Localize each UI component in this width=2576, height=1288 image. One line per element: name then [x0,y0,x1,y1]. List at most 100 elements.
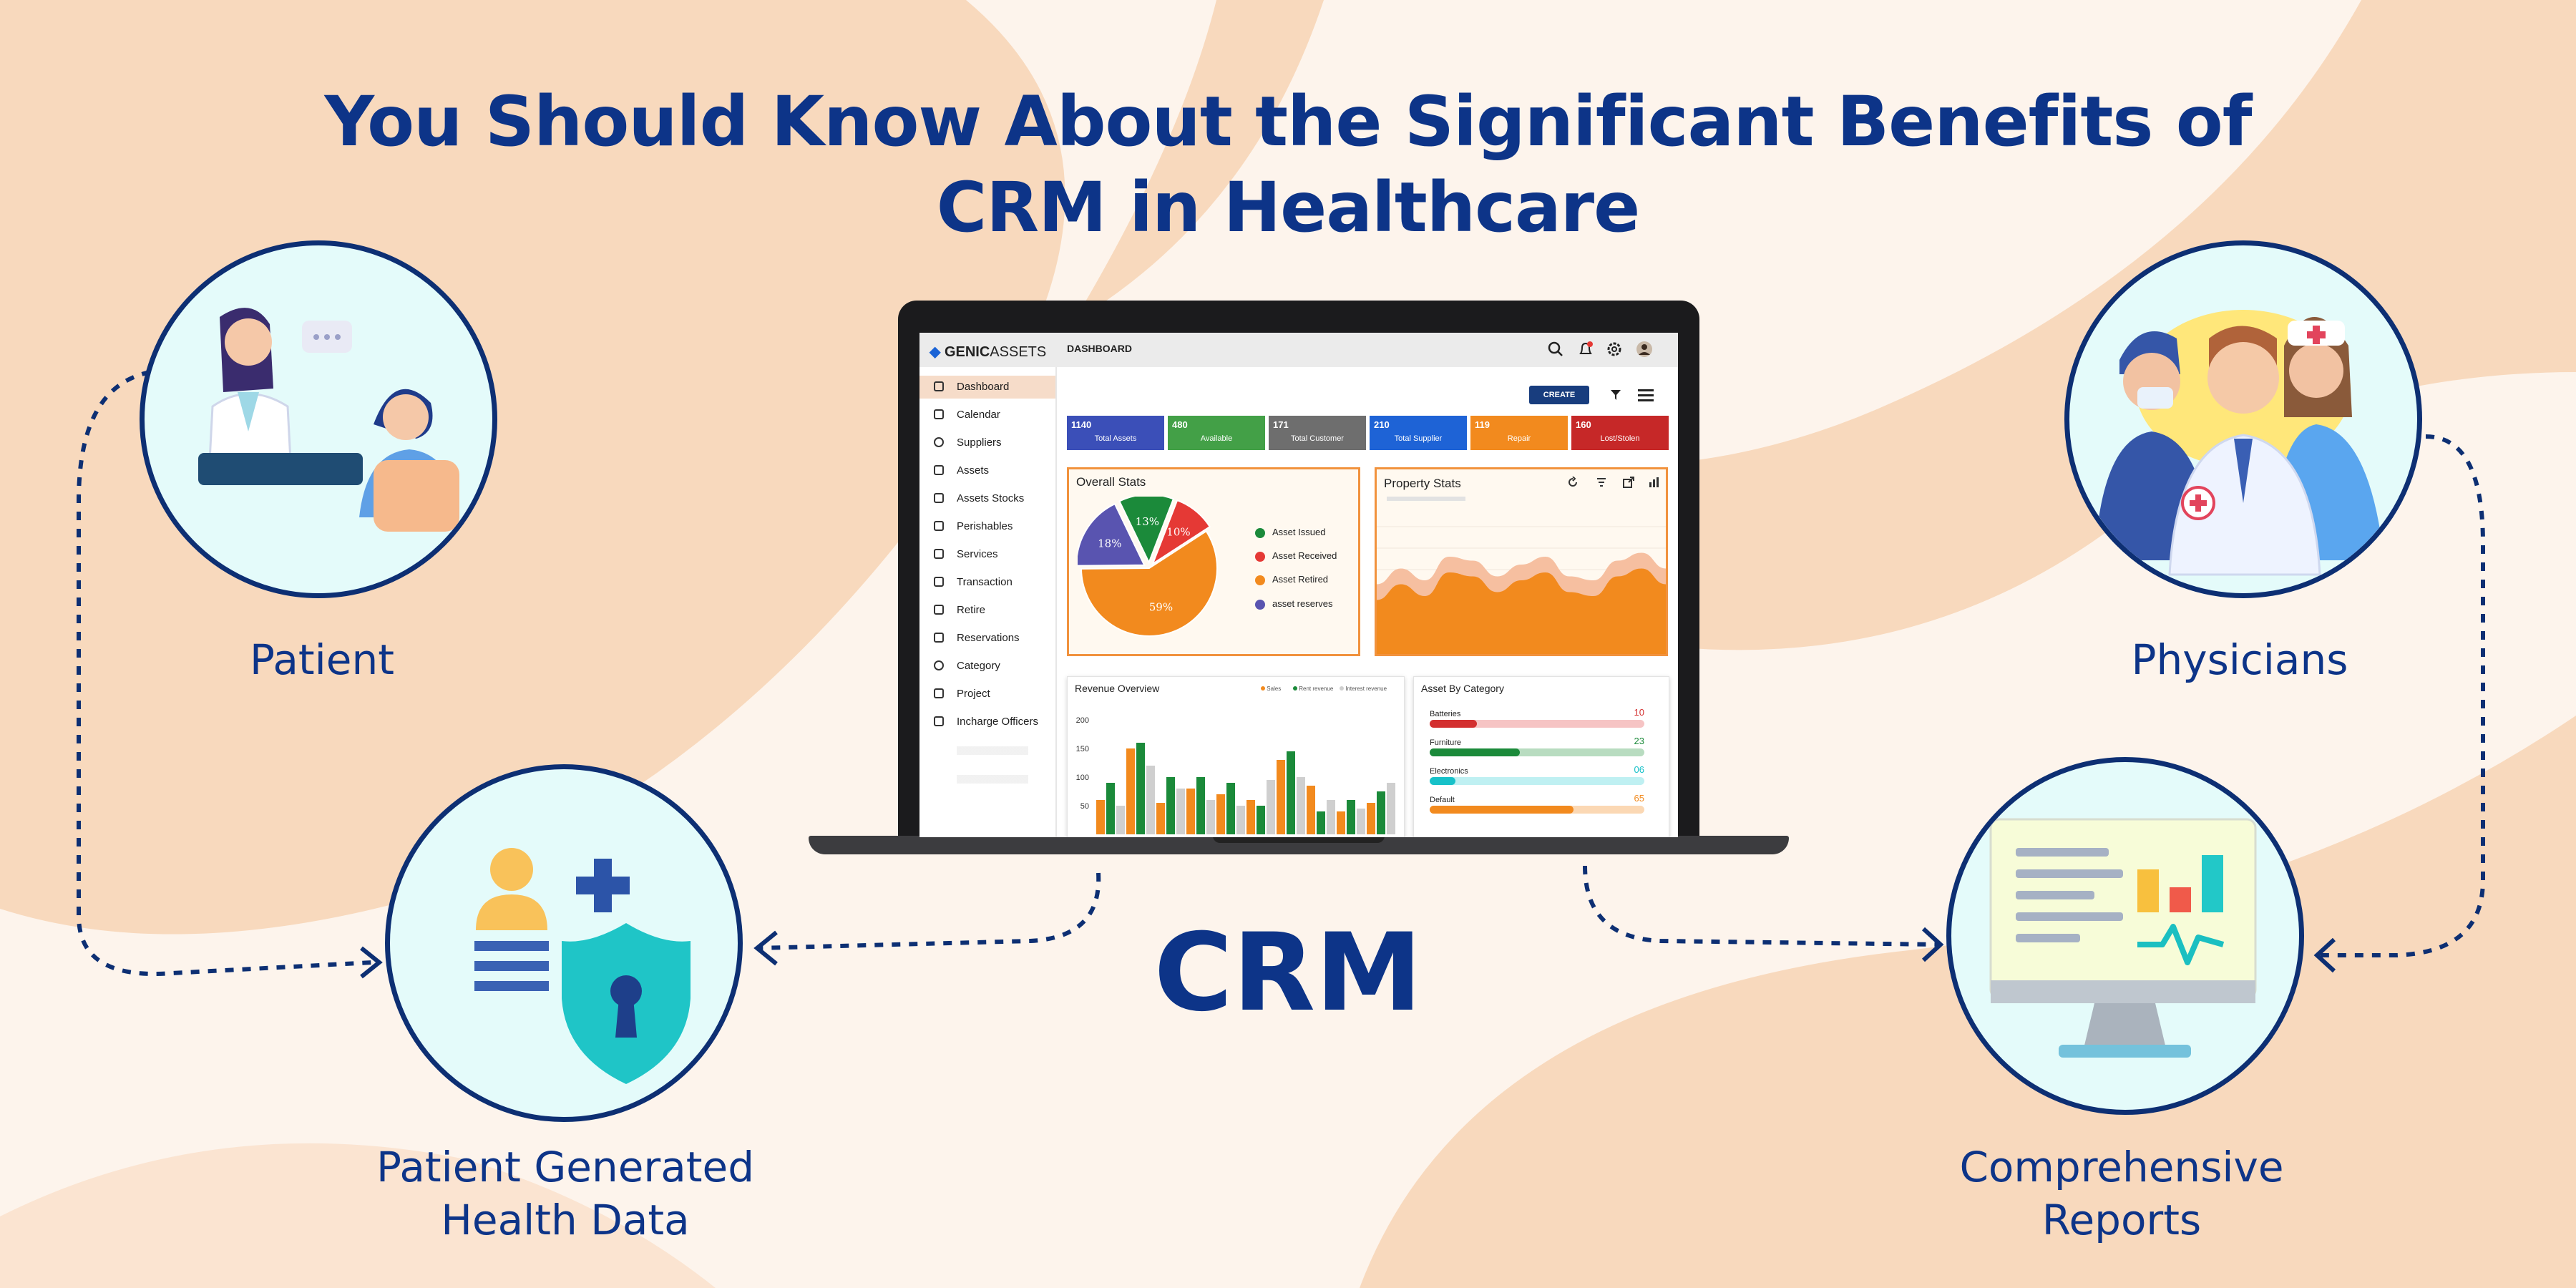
sidebar-item-category[interactable]: Category [919,655,1055,678]
kpi-total-assets[interactable]: 1140 Total Assets [1067,416,1164,450]
reports-circle [1946,757,2304,1115]
sort-icon[interactable] [1596,477,1607,488]
bar-rent-revenue [1226,783,1235,834]
bar-sales [1096,800,1105,834]
bar-interest-revenue [1236,806,1245,834]
crm-label: CRM [1153,911,1423,1035]
patient-circle [140,240,497,598]
legend-asset-received: Asset Received [1255,550,1337,562]
property-stats-subtitle-placeholder [1387,497,1465,501]
bar-interest-revenue [1267,780,1275,834]
sidebar-item-perishables[interactable]: Perishables [919,515,1055,538]
bar-sales [1126,748,1135,834]
notification-bell-icon[interactable] [1576,340,1595,358]
y-tick-label: 100 [1076,774,1089,782]
bar-rent-revenue [1196,777,1205,834]
transaction-icon [934,577,944,587]
dashboard-sidebar: Dashboard Calendar Suppliers Assets Asse… [919,367,1057,837]
legend-asset-reserves: asset reserves [1255,598,1333,610]
page-title: You Should Know About the Significant Be… [0,79,2576,250]
laptop-icon: ◆ GENICASSETS DASHBOARD Dashboard Calend… [809,301,1789,859]
assets-icon [934,465,944,475]
sidebar-item-project[interactable]: Project [919,683,1055,706]
category-furniture: Furniture 23 [1430,736,1644,756]
bar-sales [1216,794,1225,834]
retire-icon [934,605,944,615]
project-icon [934,688,944,698]
property-stats-title: Property Stats [1384,477,1461,490]
kpi-repair[interactable]: 119 Repair [1470,416,1568,450]
property-stats-panel: Property Stats [1375,467,1668,656]
dashboard-icon [934,381,944,391]
patient-health-data-label-line-1: Patient Generated [376,1143,755,1191]
legend-asset-retired: Asset Retired [1255,574,1328,585]
reservations-icon [934,633,944,643]
revenue-legend-interest: Interest revenue [1340,686,1387,692]
bar-rent-revenue [1257,806,1265,834]
medical-staff-group-icon [2094,310,2384,576]
kpi-available[interactable]: 480 Available [1168,416,1265,450]
pie-label-3: 18% [1098,537,1121,550]
sidebar-item-transaction[interactable]: Transaction [919,571,1055,594]
share-icon[interactable] [1623,477,1634,488]
bar-sales [1337,811,1345,834]
sidebar-item-calendar[interactable]: Calendar [919,404,1055,426]
reports-label-line-1: Comprehensive [1959,1143,2284,1191]
settings-gear-icon[interactable] [1605,340,1624,358]
sidebar-item-services[interactable]: Services [919,543,1055,566]
logo-suffix: ASSETS [990,344,1047,360]
bar-rent-revenue [1287,751,1295,834]
health-data-security-icon [474,848,691,1084]
services-icon [934,549,944,559]
menu-icon[interactable] [1638,389,1654,401]
property-stats-area-chart [1377,526,1666,654]
sidebar-item-incharge-officers[interactable]: Incharge Officers [919,711,1055,733]
refresh-icon[interactable] [1567,477,1579,488]
sidebar-item-assets[interactable]: Assets [919,459,1055,482]
sidebar-item-reservations[interactable]: Reservations [919,627,1055,650]
asset-by-category-title: Asset By Category [1421,683,1504,694]
pie-slice-asset-received [1151,499,1211,566]
revenue-overview-title: Revenue Overview [1075,683,1160,694]
kpi-total-supplier[interactable]: 210 Total Supplier [1370,416,1467,450]
sidebar-item-assets-stocks[interactable]: Assets Stocks [919,487,1055,510]
dashboard-topbar: ◆ GENICASSETS DASHBOARD [919,333,1678,367]
logo-mark-icon: ◆ [930,344,941,360]
reports-label-line-2: Reports [2041,1196,2202,1244]
bar-interest-revenue [1146,766,1155,834]
revenue-legend-rent: Rent revenue [1293,686,1333,692]
create-button[interactable]: CREATE [1529,386,1589,404]
assets-stocks-icon [934,493,944,503]
pie-label-1: 10% [1166,526,1190,539]
patient-health-data-label: Patient Generated Health Data [315,1141,816,1246]
app-logo[interactable]: ◆ GENICASSETS [930,343,1046,361]
sidebar-item-dashboard[interactable]: Dashboard [919,376,1055,399]
title-line-2: CRM in Healthcare [936,167,1641,248]
bar-interest-revenue [1297,777,1305,834]
reports-label: Comprehensive Reports [1871,1141,2372,1246]
revenue-overview-bar-chart: 200 150 100 50 [1076,716,1395,834]
filter-icon[interactable] [1609,389,1622,401]
sidebar-item-suppliers[interactable]: Suppliers [919,431,1055,454]
bar-sales [1246,800,1255,834]
search-icon[interactable] [1546,340,1565,358]
report-monitor-icon [1989,818,2257,1058]
kpi-lost-stolen[interactable]: 160 Lost/Stolen [1571,416,1669,450]
bar-rent-revenue [1317,811,1325,834]
pie-slice-asset-retired [1080,530,1218,637]
bar-interest-revenue [1327,800,1335,834]
suppliers-icon [934,437,944,447]
kpi-total-customer[interactable]: 171 Total Customer [1269,416,1366,450]
category-default: Default 65 [1430,793,1644,814]
bar-chart-icon[interactable] [1649,477,1660,488]
bar-sales [1186,789,1195,834]
y-tick-label: 50 [1080,802,1089,811]
user-avatar-icon[interactable] [1635,340,1654,358]
y-tick-label: 150 [1076,745,1089,753]
sidebar-item-retire[interactable]: Retire [919,599,1055,622]
pie-label-2: 59% [1149,601,1173,614]
patient-health-data-label-line-2: Health Data [441,1196,690,1244]
pie-label-0: 13% [1136,515,1159,528]
bar-interest-revenue [1116,806,1125,834]
